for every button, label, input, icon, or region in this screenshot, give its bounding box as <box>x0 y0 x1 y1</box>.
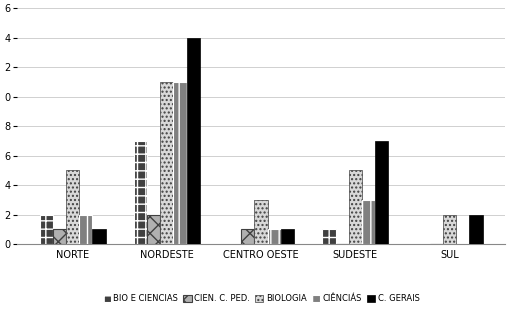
Bar <box>469 215 483 244</box>
Bar <box>375 141 388 244</box>
Bar <box>53 229 66 244</box>
Bar <box>349 170 362 244</box>
Bar <box>281 229 294 244</box>
Bar <box>268 229 281 244</box>
Bar <box>40 215 53 244</box>
Bar <box>187 38 200 244</box>
Bar <box>147 215 160 244</box>
Bar <box>92 229 105 244</box>
Bar <box>134 141 147 244</box>
Bar <box>79 215 92 244</box>
Bar <box>174 82 187 244</box>
Bar <box>254 200 268 244</box>
Bar <box>160 82 174 244</box>
Bar <box>322 229 335 244</box>
Bar <box>241 229 254 244</box>
Bar <box>66 170 79 244</box>
Bar <box>362 200 375 244</box>
Bar <box>443 215 456 244</box>
Legend: BIO E CIENCIAS, CIEN. C. PED., BIOLOGIA, CIÊNCIÁS, C. GERAIS: BIO E CIENCIAS, CIEN. C. PED., BIOLOGIA,… <box>99 291 423 306</box>
